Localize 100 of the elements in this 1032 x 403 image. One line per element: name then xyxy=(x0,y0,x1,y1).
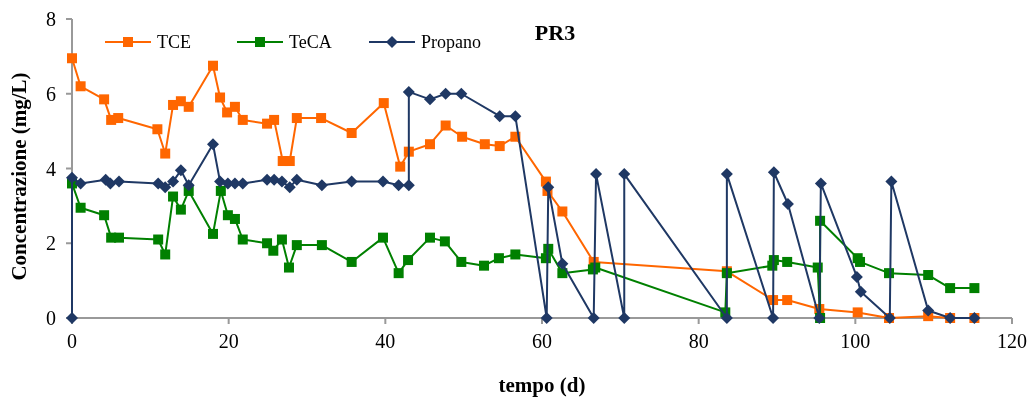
point xyxy=(850,270,863,283)
point xyxy=(66,171,78,184)
point xyxy=(424,139,435,150)
point xyxy=(852,307,863,318)
point xyxy=(922,304,935,317)
point xyxy=(283,181,296,194)
x-tick-label: 20 xyxy=(218,330,239,352)
point xyxy=(262,238,273,249)
point xyxy=(276,234,287,245)
point xyxy=(556,257,569,270)
x-tick-label: 40 xyxy=(375,330,396,352)
point xyxy=(781,198,794,211)
point xyxy=(767,166,780,179)
point xyxy=(782,256,793,267)
point xyxy=(376,175,389,188)
point xyxy=(174,164,187,177)
point xyxy=(152,177,165,190)
y-tick-label: 2 xyxy=(46,232,56,255)
point xyxy=(814,177,827,190)
x-axis-title: tempo (d) xyxy=(498,373,586,397)
point xyxy=(455,87,468,100)
point xyxy=(283,262,294,273)
legend-label: Propano xyxy=(421,32,481,52)
point xyxy=(316,240,327,251)
point xyxy=(316,113,327,124)
point xyxy=(618,312,631,324)
point xyxy=(457,131,468,142)
point xyxy=(782,295,793,306)
point xyxy=(395,161,406,172)
point xyxy=(208,60,218,71)
point xyxy=(439,87,452,100)
point xyxy=(854,285,867,298)
point xyxy=(113,175,125,188)
y-tick-label: 6 xyxy=(46,82,56,105)
point xyxy=(345,175,358,188)
point xyxy=(557,206,568,217)
point xyxy=(479,260,490,271)
point xyxy=(99,94,110,105)
point xyxy=(215,185,226,196)
point xyxy=(618,168,631,181)
point xyxy=(315,179,328,192)
x-tick-label: 80 xyxy=(688,330,709,352)
point xyxy=(268,245,279,256)
point xyxy=(153,234,164,245)
point xyxy=(291,240,302,251)
point xyxy=(167,175,180,188)
point xyxy=(183,101,194,112)
point xyxy=(969,283,980,294)
y-tick-label: 0 xyxy=(46,307,56,329)
point xyxy=(284,156,295,167)
x-tick-label: 60 xyxy=(532,330,552,352)
point xyxy=(423,93,436,106)
point xyxy=(494,141,505,152)
point xyxy=(885,175,898,188)
point xyxy=(207,138,219,151)
point xyxy=(237,114,248,125)
point xyxy=(767,312,780,324)
point xyxy=(222,107,233,118)
point xyxy=(208,228,218,239)
point xyxy=(403,255,414,266)
point xyxy=(456,256,467,267)
point xyxy=(402,179,415,192)
point xyxy=(114,232,124,243)
point xyxy=(237,234,248,245)
point xyxy=(479,139,490,150)
point xyxy=(290,173,303,186)
point xyxy=(168,191,179,202)
point xyxy=(229,213,240,224)
point xyxy=(402,85,415,98)
point xyxy=(378,98,389,109)
legend-label: TCE xyxy=(157,32,191,52)
point xyxy=(182,179,195,192)
point xyxy=(346,256,357,267)
point xyxy=(113,113,124,124)
point xyxy=(424,232,435,243)
point xyxy=(175,204,186,215)
point xyxy=(377,232,388,243)
point xyxy=(493,110,506,123)
point xyxy=(346,127,357,138)
point xyxy=(160,249,171,260)
point xyxy=(923,270,934,281)
y-axis-title: Concentrazione (mg/L) xyxy=(7,72,31,281)
point xyxy=(439,236,450,247)
y-tick-label: 4 xyxy=(46,157,56,180)
point xyxy=(291,113,302,124)
point xyxy=(152,124,163,135)
point xyxy=(440,120,451,131)
point xyxy=(160,148,171,159)
point xyxy=(510,249,521,260)
point xyxy=(393,268,404,279)
point xyxy=(509,110,522,123)
point xyxy=(392,179,405,192)
point xyxy=(67,53,77,64)
point xyxy=(269,114,280,125)
chart-title: PR3 xyxy=(534,20,576,45)
y-tick-label: 8 xyxy=(46,8,56,30)
point xyxy=(587,312,600,324)
point xyxy=(720,312,733,324)
point xyxy=(493,253,504,264)
point xyxy=(159,181,172,194)
